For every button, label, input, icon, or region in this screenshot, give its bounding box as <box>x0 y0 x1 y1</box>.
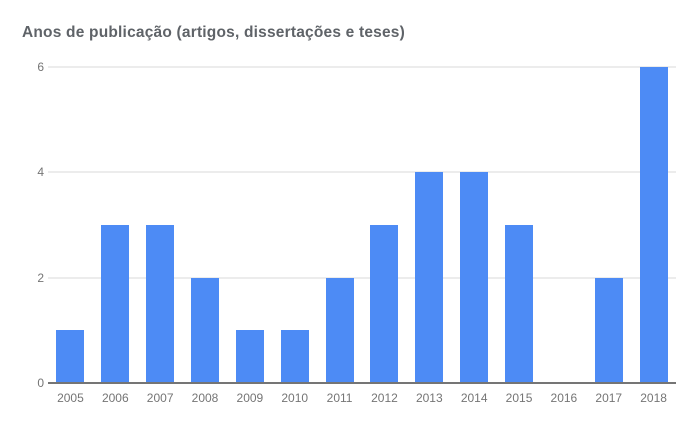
bar-slot <box>272 67 317 383</box>
bar <box>370 225 399 383</box>
x-tick-label: 2018 <box>640 391 667 405</box>
gridline <box>48 277 676 279</box>
bar-slot <box>317 67 362 383</box>
bar <box>191 277 219 383</box>
x-axis-line <box>48 382 676 384</box>
bar-slot <box>93 67 138 383</box>
bar <box>146 225 175 383</box>
bar-series <box>48 67 676 383</box>
x-tick-label: 2017 <box>595 391 623 405</box>
bar <box>101 225 130 383</box>
x-tick-label: 2011 <box>326 391 353 405</box>
bar-slot <box>138 67 183 383</box>
bar-slot <box>407 67 452 383</box>
gridline <box>48 66 676 68</box>
x-tick-label: 2008 <box>191 391 219 405</box>
x-tick-label: 2010 <box>281 391 309 405</box>
bar-slot <box>362 67 407 383</box>
x-tick-label: 2006 <box>101 391 129 405</box>
y-tick-label: 4 <box>37 165 44 180</box>
bar <box>505 225 534 383</box>
x-tick-label: 2007 <box>146 391 174 405</box>
bar-slot <box>227 67 272 383</box>
x-tick-label: 2013 <box>415 391 443 405</box>
x-axis: 2005 2006 2007 2008 2009 2010 2011 2012 2013 2014… <box>48 391 676 405</box>
x-tick-label: 2005 <box>57 391 84 405</box>
y-tick-label: 6 <box>37 60 44 74</box>
bar <box>280 330 309 383</box>
bar <box>56 330 85 383</box>
bar <box>235 330 264 383</box>
x-tick-label: 2015 <box>505 391 533 405</box>
bar <box>639 67 668 383</box>
bar-slot <box>183 67 228 383</box>
bar-slot <box>631 67 676 383</box>
x-tick-label: 2014 <box>460 391 488 405</box>
bar <box>325 277 354 383</box>
bar-slot <box>497 67 542 383</box>
gridline <box>48 171 676 173</box>
bar-slot <box>586 67 631 383</box>
bar-slot <box>541 67 586 383</box>
bar-slot <box>48 67 93 383</box>
y-tick-label: 2 <box>37 270 44 285</box>
y-axis: 0 2 4 6 <box>0 60 46 390</box>
x-tick-label: 2012 <box>371 391 398 405</box>
chart-title: Anos de publicação (artigos, dissertaçõe… <box>22 24 405 41</box>
bar <box>415 172 444 383</box>
bar-slot <box>452 67 497 383</box>
x-tick-label: 2016 <box>550 391 578 405</box>
bar <box>594 277 623 383</box>
plot-area <box>48 66 676 384</box>
y-tick-label: 0 <box>37 376 44 390</box>
bar <box>460 172 489 383</box>
x-tick-label: 2009 <box>236 391 264 405</box>
gridlines <box>48 66 676 383</box>
